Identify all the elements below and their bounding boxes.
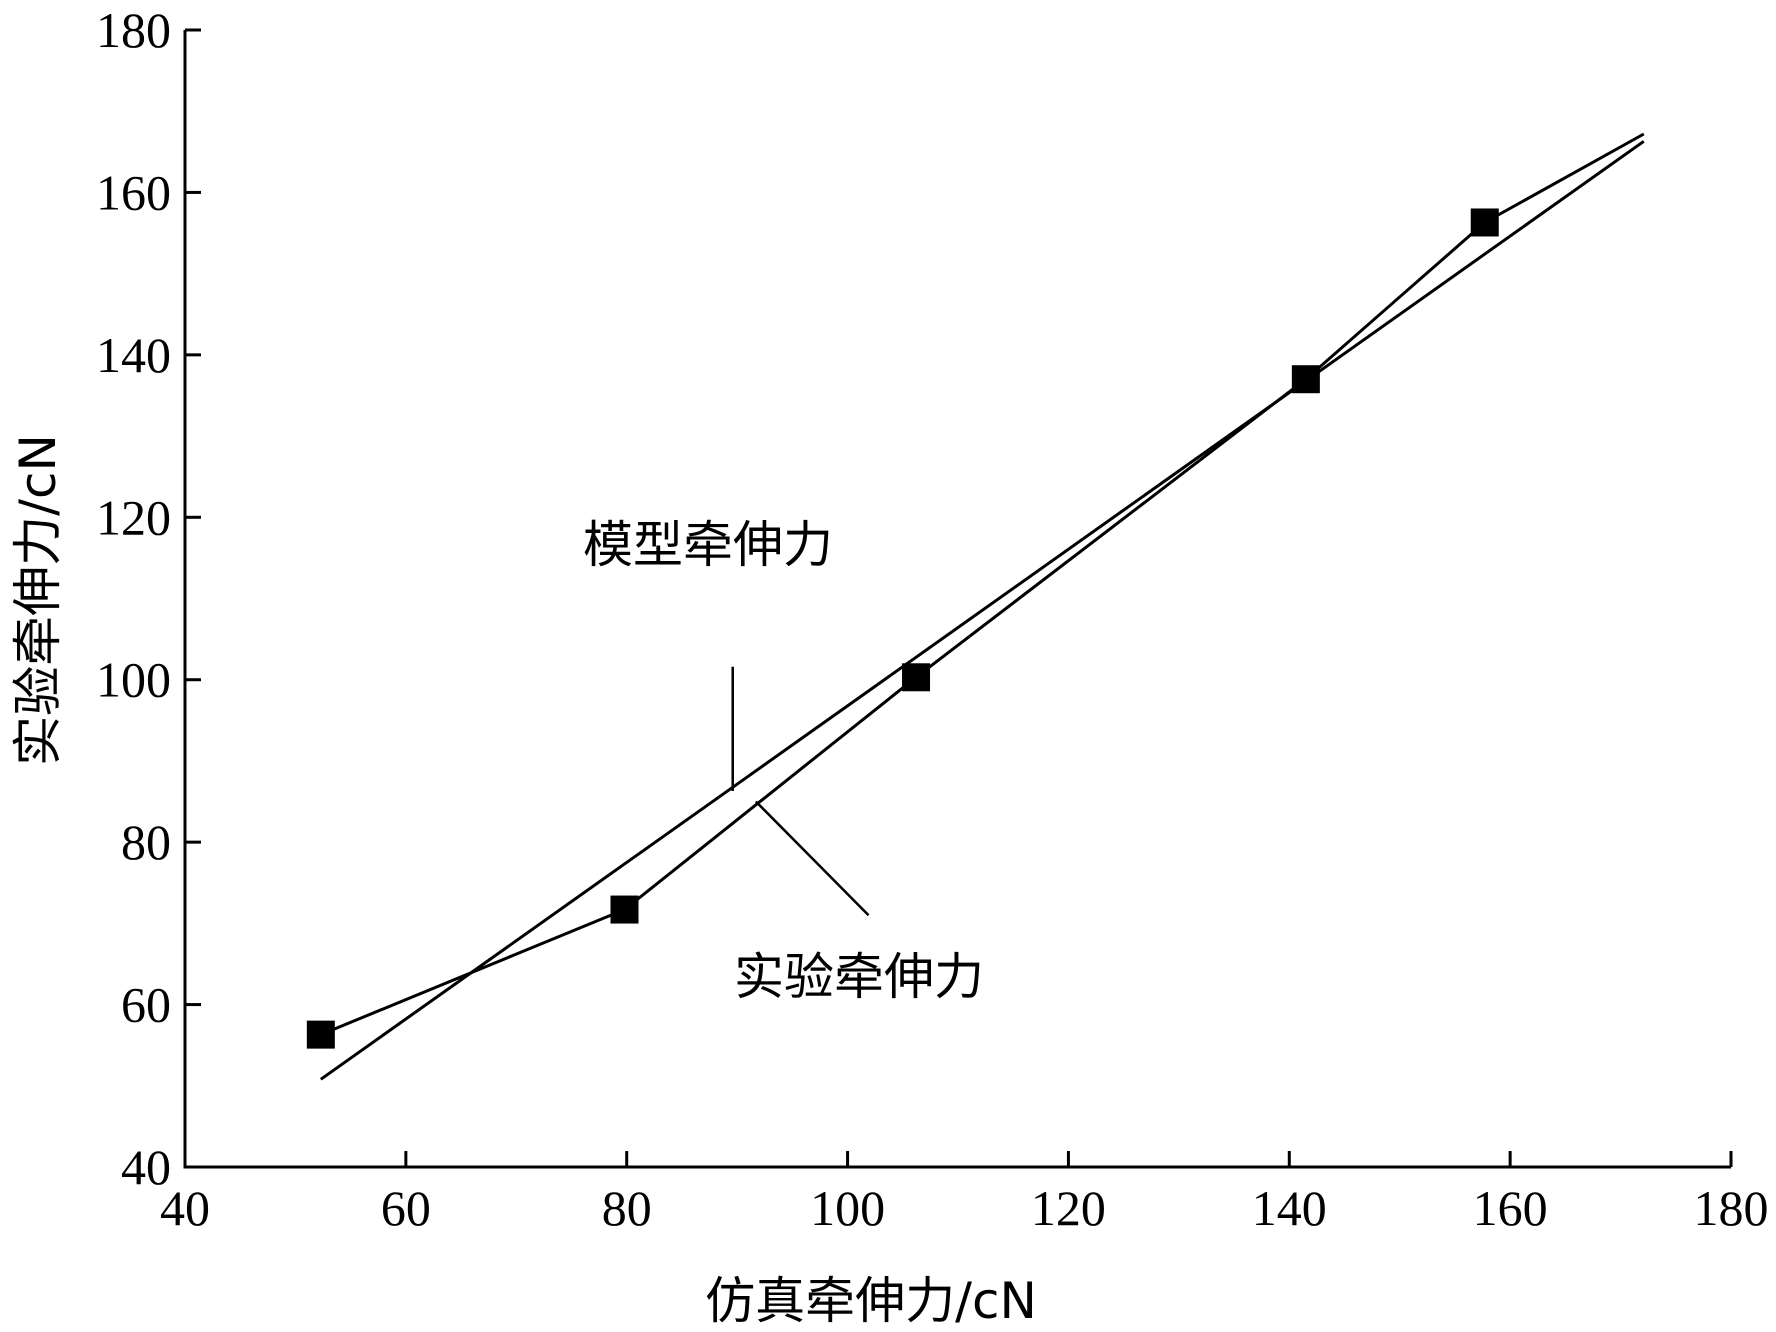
x-tick-label: 140 [1252, 1180, 1327, 1236]
axis-frame [183, 30, 1731, 1169]
y-axis-title: 实验牵伸力/cN [9, 434, 67, 766]
y-tick-label: 40 [121, 1139, 171, 1195]
x-tick-label: 40 [160, 1180, 210, 1236]
x-axis-title: 仿真牵伸力/cN [705, 1272, 1037, 1330]
annotation-label-model: 模型牵伸力 [583, 516, 833, 574]
x-tick-label: 100 [810, 1180, 885, 1236]
y-tick-label: 60 [121, 977, 171, 1033]
x-axis-ticks: 40 60 80 100 120 140 160 180 [160, 1151, 1769, 1236]
y-tick-label: 160 [96, 164, 171, 220]
data-point-marker [902, 663, 931, 692]
annotation-layer: 模型牵伸力 实验牵伸力 [583, 516, 984, 1006]
x-tick-label: 60 [381, 1180, 431, 1236]
x-tick-label: 120 [1031, 1180, 1106, 1236]
series-line-model [319, 140, 1645, 1081]
data-point-marker [610, 895, 639, 924]
data-point-marker [306, 1020, 335, 1049]
y-tick-label: 180 [96, 2, 171, 58]
annotation-leader-experiment [755, 800, 870, 917]
series-layer [306, 132, 1645, 1081]
y-tick-label: 140 [96, 327, 171, 383]
x-tick-label: 180 [1694, 1180, 1769, 1236]
annotation-label-experiment: 实验牵伸力 [734, 948, 984, 1006]
x-tick-label: 160 [1473, 1180, 1548, 1236]
y-axis-ticks: 40 60 80 100 120 140 160 180 [96, 2, 201, 1195]
data-point-marker [1470, 208, 1499, 237]
y-tick-label: 100 [96, 652, 171, 708]
series-line-experiment [320, 132, 1645, 1036]
axes: 40 60 80 100 120 140 160 180 40 60 80 100 120 140 160… [96, 2, 1769, 1236]
y-tick-label: 120 [96, 489, 171, 545]
y-tick-label: 80 [121, 814, 171, 870]
x-tick-label: 80 [602, 1180, 652, 1236]
